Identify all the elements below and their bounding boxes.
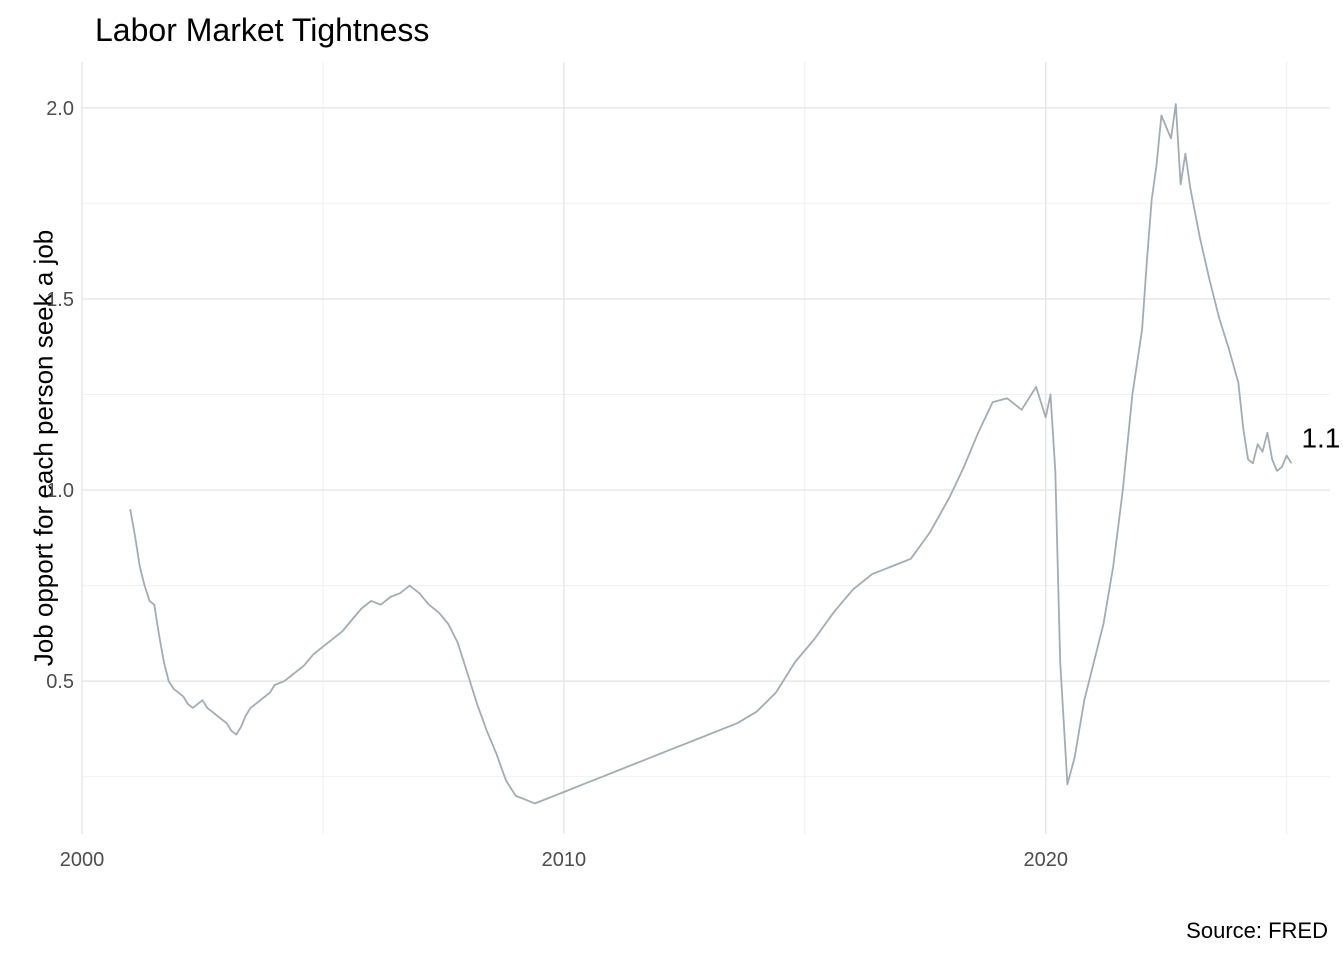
annotation-layer: 1.1 [1301, 422, 1340, 453]
x-tick-label: 2010 [542, 849, 587, 871]
tick-labels: 2000 2010 2020 0.5 1.0 1.5 2.0 [46, 98, 1068, 871]
series-layer [129, 103, 1293, 805]
source-caption: Source: FRED [1186, 918, 1328, 943]
minor-gridlines [82, 62, 1330, 834]
x-tick-label: 2000 [60, 849, 105, 871]
y-tick-label: 1.0 [46, 480, 74, 502]
major-gridlines [81, 62, 1330, 834]
end-value-label: 1.1 [1301, 422, 1340, 453]
y-tick-label: 0.5 [46, 671, 74, 693]
series-line [129, 103, 1293, 805]
chart-title: Labor Market Tightness [95, 12, 430, 48]
y-tick-label: 1.5 [46, 289, 74, 311]
x-tick-label: 2020 [1023, 849, 1068, 871]
y-tick-label: 2.0 [46, 98, 74, 120]
